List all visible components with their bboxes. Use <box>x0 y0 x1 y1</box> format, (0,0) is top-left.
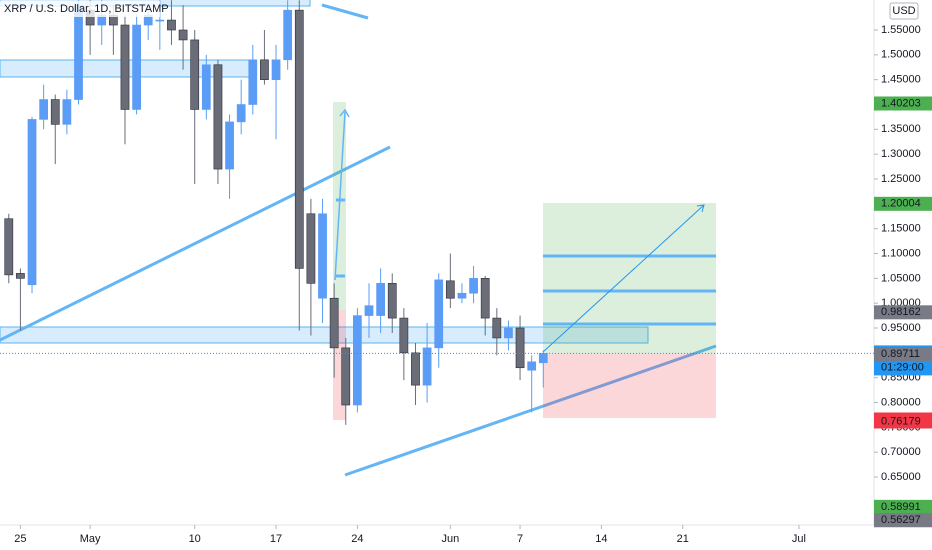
candle-body <box>155 19 165 22</box>
x-tick-label: 25 <box>14 533 26 545</box>
arrow <box>334 111 346 281</box>
countdown: 01:29:00 <box>881 361 924 373</box>
candle-body <box>27 119 37 286</box>
x-tick-label: Jun <box>441 533 459 545</box>
price-label-bg <box>874 499 932 514</box>
x-tick-label: 7 <box>517 533 523 545</box>
y-tick-label: 0.70000 <box>881 446 921 458</box>
price-label-bg <box>874 513 932 528</box>
x-tick-label: 14 <box>595 533 607 545</box>
price-label-bg <box>874 96 932 111</box>
candle-body <box>504 327 513 339</box>
candle-body <box>260 59 269 80</box>
candle-body <box>248 59 258 105</box>
candle-body <box>527 361 537 371</box>
x-tick-label: 24 <box>351 533 363 545</box>
price-label: 0.58991 <box>881 501 921 513</box>
candle-body <box>190 39 200 110</box>
trend-line <box>0 145 391 342</box>
y-tick-label: 1.25000 <box>881 173 921 185</box>
price-label: 0.76179 <box>881 415 921 427</box>
x-tick-label: 10 <box>189 533 201 545</box>
candle-body <box>399 317 409 354</box>
y-tick-label: 1.05000 <box>881 272 921 284</box>
candle-body <box>492 317 502 339</box>
price-label: 0.89711 <box>881 348 920 360</box>
y-tick-label: 1.10000 <box>881 247 921 259</box>
drawings <box>0 0 717 477</box>
x-tick-label: May <box>80 533 101 545</box>
candle-body <box>445 280 455 299</box>
candle-body <box>294 9 304 269</box>
price-label-bg <box>874 305 932 320</box>
candle-body <box>515 327 525 369</box>
candle-body <box>341 347 351 406</box>
price-label: 0.98162 <box>881 306 921 318</box>
candle-body <box>225 121 234 170</box>
candles <box>4 0 548 425</box>
candle-body <box>469 278 478 294</box>
y-tick-label: 1.30000 <box>881 148 921 160</box>
candle-body <box>4 218 14 276</box>
candle-body <box>62 99 72 125</box>
candle-body <box>538 353 548 364</box>
loss-zone <box>543 353 716 418</box>
candle-body <box>411 352 420 386</box>
candle-body <box>74 4 83 100</box>
arrow <box>542 204 705 353</box>
y-tick-label: 0.95000 <box>881 322 921 334</box>
candle-body <box>480 278 490 319</box>
candle-body <box>318 213 327 299</box>
y-tick-label: 1.50000 <box>881 49 921 61</box>
y-tick-label: 1.55000 <box>881 24 921 36</box>
price-label: 1.40203 <box>881 97 921 109</box>
chart-title: XRP / U.S. Dollar, 1D, BITSTAMP <box>4 3 169 15</box>
candle-body <box>178 29 188 41</box>
candle-body <box>306 213 316 284</box>
y-tick-label: 0.80000 <box>881 396 921 408</box>
price-label: 0.56297 <box>881 514 921 526</box>
trend-line <box>321 3 369 20</box>
candle-body <box>16 273 25 279</box>
price-label: 1.20004 <box>881 198 921 210</box>
y-tick-label: 1.45000 <box>881 74 921 86</box>
candle-body <box>376 283 385 316</box>
candle-body <box>236 104 246 123</box>
candle-body <box>422 347 432 386</box>
candle-body <box>283 9 293 61</box>
candle-body <box>201 64 211 110</box>
x-tick-label: 21 <box>677 533 689 545</box>
y-tick-label: 1.35000 <box>881 123 921 135</box>
arrow-head <box>696 204 705 213</box>
y-tick-label: 0.65000 <box>881 471 921 483</box>
price-label-bg <box>874 196 932 211</box>
candle-body <box>120 24 130 110</box>
price-label-bg <box>874 347 932 362</box>
price-label-bg <box>874 414 932 429</box>
candle-body <box>364 305 374 316</box>
candle-body <box>353 315 362 406</box>
candle-body <box>271 59 281 80</box>
candle-body <box>167 19 176 31</box>
zone <box>0 326 649 344</box>
candle-body <box>39 99 49 120</box>
candle-body <box>387 283 397 319</box>
arrow-head <box>339 108 350 118</box>
currency: USD <box>892 5 915 17</box>
candle-body <box>434 279 444 349</box>
candle-body <box>457 292 467 299</box>
candle-body <box>132 24 141 110</box>
candle-body <box>329 297 339 349</box>
currency-box <box>889 2 919 20</box>
y-tick-label: 1.15000 <box>881 223 921 235</box>
trend-line <box>344 344 717 477</box>
x-tick-label: Jul <box>792 533 806 545</box>
candle-body <box>213 64 223 170</box>
x-tick-label: 17 <box>270 533 282 545</box>
profit-zone <box>543 203 716 353</box>
candle-body <box>50 99 60 125</box>
title-bg <box>0 1 160 17</box>
